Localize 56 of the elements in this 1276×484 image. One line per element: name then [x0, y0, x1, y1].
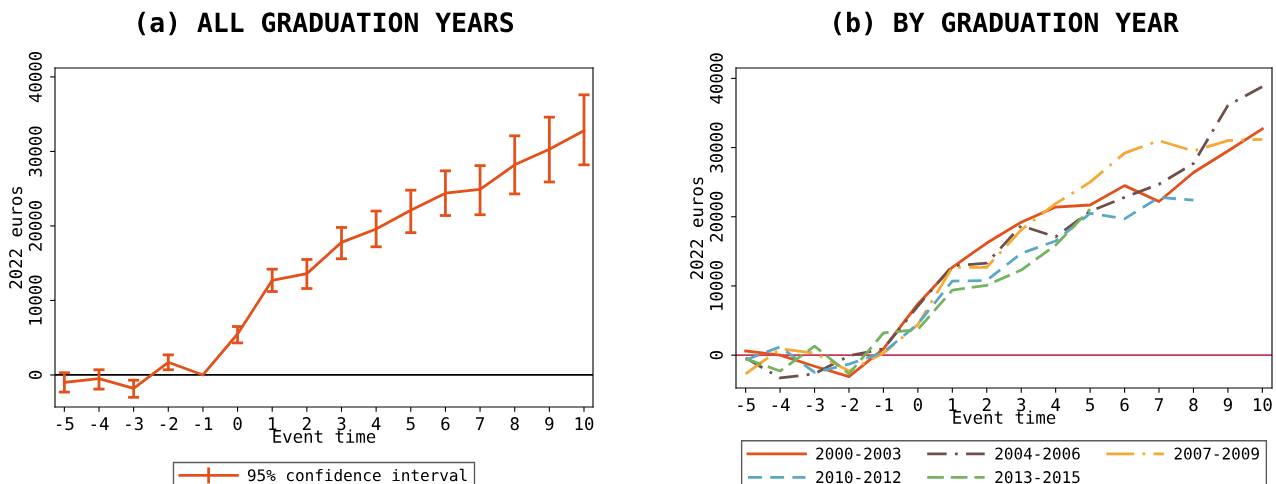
x-tick-label: -1 — [876, 398, 893, 412]
chart-title: (b) BY GRADUATION YEAR — [834, 11, 1179, 36]
y-tick-label: 30000 — [28, 126, 42, 177]
y-axis-title: 2022 euros — [690, 177, 704, 279]
chart-title: (a) ALL GRADUATION YEARS — [138, 11, 514, 36]
legend-label: 2007-2009 — [1174, 447, 1259, 460]
legend-label: 2010-2012 — [816, 471, 901, 484]
x-axis-title: Event time — [953, 410, 1056, 424]
x-tick-label: 5 — [406, 417, 415, 431]
x-tick-label: -2 — [841, 398, 858, 412]
x-tick-label: -2 — [160, 417, 178, 431]
x-tick-label: 5 — [1086, 398, 1094, 412]
x-tick-label: 6 — [441, 417, 450, 431]
legend-label: 2004-2006 — [995, 447, 1080, 460]
y-tick-label: 10000 — [709, 260, 723, 310]
y-axis-title: 2022 euros — [9, 186, 23, 289]
x-tick-label: 10 — [575, 417, 594, 431]
x-tick-label: 9 — [545, 417, 554, 431]
line-series — [744, 195, 1195, 374]
x-tick-label: -3 — [807, 398, 824, 412]
x-tick-label: 3 — [1017, 398, 1026, 412]
line-series — [744, 207, 1092, 376]
y-tick-label: 40000 — [28, 51, 42, 103]
x-tick-label: -5 — [56, 417, 74, 431]
x-tick-label: 0 — [913, 398, 922, 412]
y-tick-label: 20000 — [709, 191, 723, 242]
x-tick-label: 1 — [949, 398, 957, 412]
y-tick-label: 30000 — [709, 122, 723, 173]
x-tick-label: 2 — [302, 417, 311, 431]
y-tick-label: 0 — [28, 370, 42, 380]
y-tick-label: 0 — [709, 351, 723, 360]
x-tick-label: 8 — [1189, 398, 1198, 412]
x-tick-label: -1 — [195, 417, 213, 431]
x-tick-label: 3 — [337, 417, 346, 431]
x-axis-title: Event time — [273, 429, 376, 443]
x-tick-label: 2 — [982, 398, 991, 412]
x-tick-label: -5 — [738, 398, 755, 412]
x-tick-label: 10 — [1253, 398, 1272, 412]
y-tick-label: 20000 — [28, 200, 42, 251]
legend-label: 95% confidence interval — [247, 468, 467, 482]
y-tick-label: 10000 — [28, 275, 42, 325]
x-tick-label: 4 — [1051, 398, 1061, 412]
x-tick-label: 7 — [1154, 398, 1163, 412]
y-tick-label: 40000 — [709, 53, 723, 104]
x-tick-label: -3 — [126, 417, 143, 431]
legend-label: 2013-2015 — [995, 471, 1080, 484]
x-tick-label: -4 — [772, 398, 790, 412]
legend-label: 2000-2003 — [816, 447, 901, 460]
x-tick-label: 9 — [1223, 398, 1232, 412]
x-tick-label: 7 — [476, 417, 484, 431]
x-tick-label: 6 — [1120, 398, 1129, 412]
x-tick-label: -4 — [91, 417, 109, 431]
x-tick-label: 8 — [510, 417, 519, 431]
x-tick-label: 4 — [371, 417, 381, 431]
x-tick-label: 1 — [269, 417, 277, 431]
x-tick-label: 0 — [233, 417, 242, 431]
